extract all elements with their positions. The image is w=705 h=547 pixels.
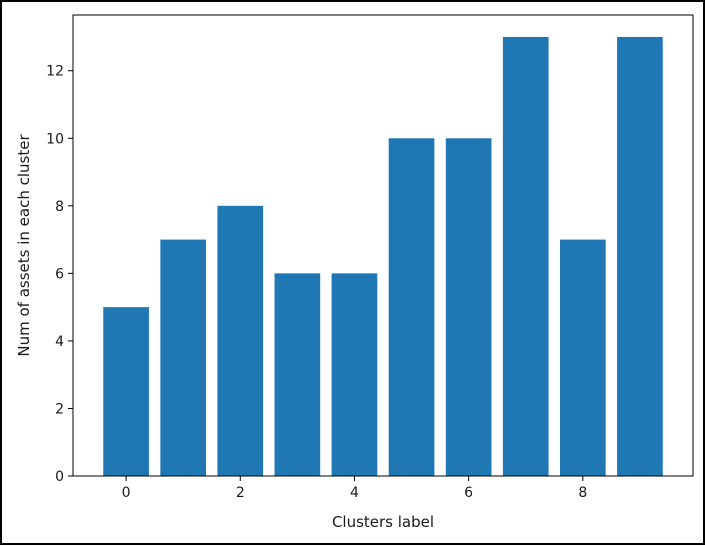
bar-cluster-9 [617,36,663,476]
bar-cluster-2 [217,205,264,477]
x-tick-label: 2 [236,485,245,501]
bar-cluster-5 [388,138,435,476]
y-tick-label: 4 [55,334,64,350]
y-axis-ticks: 0 2 4 6 8 10 12 [46,64,73,485]
y-axis-label: Num of assets in each cluster [15,134,33,357]
y-tick-label: 2 [55,401,64,417]
bar-cluster-0 [103,307,149,476]
y-tick-label: 12 [46,64,64,80]
x-tick-label: 4 [350,485,359,501]
bar-cluster-4 [331,273,378,476]
y-tick-label: 6 [55,266,64,282]
bar-cluster-8 [559,239,606,476]
y-tick-label: 10 [46,131,64,147]
y-tick-label: 8 [55,199,64,215]
plot-area-border [72,14,694,477]
bar-cluster-6 [445,138,492,476]
bar-cluster-3 [274,273,321,476]
x-axis-ticks: 0 2 4 6 8 [122,476,587,501]
x-tick-label: 8 [578,485,587,501]
x-tick-label: 6 [464,485,473,501]
y-tick-label: 0 [55,469,64,485]
x-axis-label: Clusters label [332,513,434,531]
bars-group [103,36,663,477]
bar-cluster-1 [160,239,207,476]
x-tick-label: 0 [122,485,131,501]
bar-cluster-7 [502,36,549,476]
